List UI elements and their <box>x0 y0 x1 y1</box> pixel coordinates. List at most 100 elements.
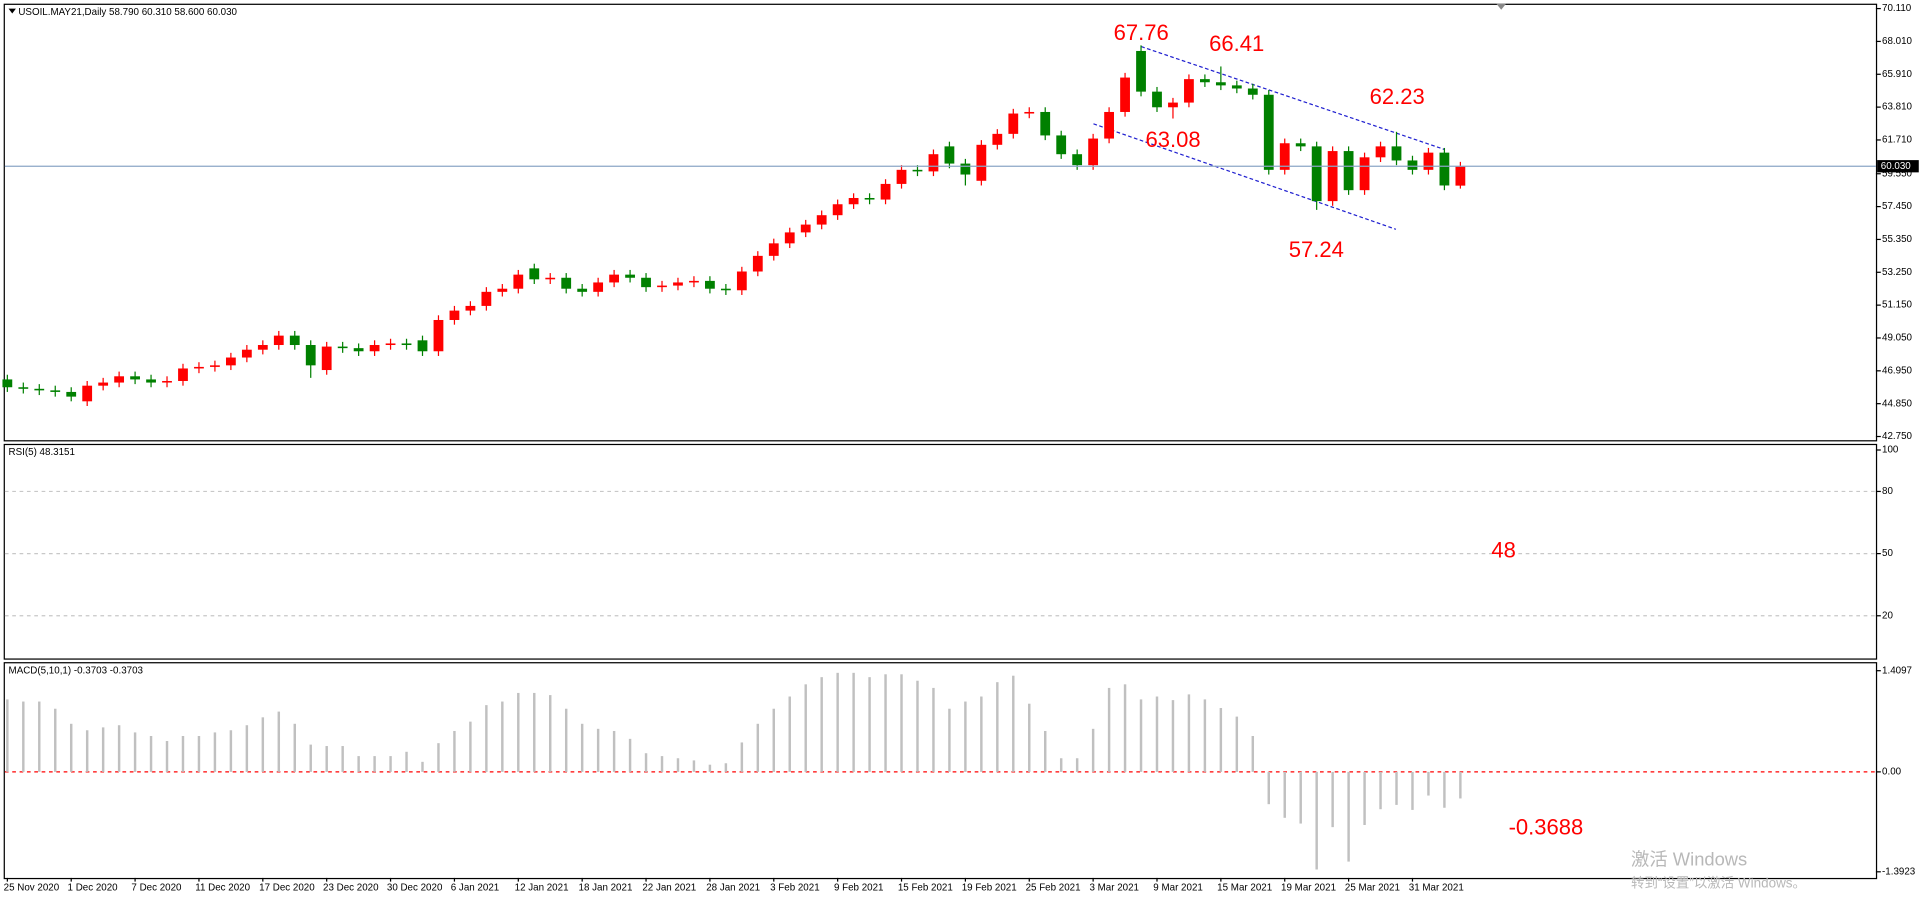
candle-body <box>34 388 45 391</box>
candle-body <box>241 349 252 358</box>
candle-body <box>545 277 556 280</box>
candle-body <box>497 288 508 292</box>
macd-bar <box>517 692 520 772</box>
macd-bar <box>405 751 408 772</box>
y-tick-label: 51.150 <box>1882 300 1912 311</box>
macd-bar <box>980 696 983 772</box>
candle-body <box>98 382 109 386</box>
macd-title: MACD(5,10,1) -0.3703 -0.3703 <box>9 665 144 676</box>
y-tick-label: 1.4097 <box>1882 665 1912 676</box>
candle-body <box>1120 77 1130 112</box>
macd-bar <box>1267 771 1270 805</box>
y-tick-label: 50 <box>1882 548 1893 559</box>
candle-body <box>609 274 620 283</box>
y-tick-label: 53.250 <box>1882 267 1912 278</box>
macd-bar <box>261 717 265 772</box>
x-tick-label: 9 Mar 2021 <box>1153 882 1203 893</box>
candle-body <box>1088 138 1099 166</box>
macd-bar <box>1347 771 1350 862</box>
macd-bar <box>852 672 855 772</box>
y-tick-label: 42.750 <box>1882 431 1912 442</box>
candle-body <box>1391 146 1402 161</box>
macd-bar <box>1251 735 1255 772</box>
y-tick-label: 46.950 <box>1882 365 1912 376</box>
macd-bar <box>117 725 121 772</box>
channel-upper <box>1141 46 1446 151</box>
macd-bar <box>1155 696 1159 772</box>
macd-bar <box>596 728 600 772</box>
macd-bar <box>740 742 744 772</box>
macd-bar <box>612 730 616 772</box>
macd-bar <box>756 723 760 772</box>
channel-lower <box>1093 123 1397 230</box>
candle-body <box>1168 102 1178 108</box>
candle-body <box>353 348 364 352</box>
macd-bar <box>357 756 360 772</box>
candle-body <box>1359 157 1370 191</box>
candle-body <box>832 204 843 216</box>
macd-bar <box>181 735 185 772</box>
x-tick-label: 22 Jan 2021 <box>642 882 696 893</box>
candle-body <box>433 319 444 352</box>
candle-body <box>1231 85 1242 89</box>
x-tick-label: 11 Dec 2020 <box>195 882 250 893</box>
macd-bar <box>501 701 504 772</box>
candle-body <box>641 277 651 288</box>
macd-bar <box>580 723 584 772</box>
candle-body <box>976 144 987 181</box>
macd-bar <box>1012 675 1015 772</box>
x-tick-label: 1 Dec 2020 <box>68 882 119 893</box>
x-tick-label: 18 Jan 2021 <box>578 882 632 893</box>
candle-body <box>561 277 572 289</box>
candle-body <box>577 288 588 292</box>
macd-bar <box>1028 703 1031 772</box>
y-tick-label: 65.910 <box>1882 69 1912 80</box>
y-tick-label: 59.550 <box>1882 168 1912 179</box>
candle-body <box>1104 111 1114 139</box>
candle-body <box>992 133 1003 145</box>
candle-body <box>162 380 172 383</box>
x-tick-label: 15 Feb 2021 <box>898 882 953 893</box>
candle-body <box>896 169 907 184</box>
macd-bar <box>1379 771 1382 810</box>
candle-body <box>864 197 875 200</box>
candle-body <box>529 268 540 280</box>
macd-bar <box>1059 758 1063 772</box>
macd-bar <box>549 695 552 772</box>
candle-body <box>1439 152 1450 186</box>
y-tick-label: 44.850 <box>1882 398 1912 409</box>
candle-body <box>705 280 715 289</box>
macd-bar <box>1331 771 1334 828</box>
macd-bar <box>341 746 344 772</box>
macd-bar <box>277 711 281 772</box>
candle-body <box>385 343 396 346</box>
candle-body <box>768 243 779 256</box>
macd-bar <box>38 701 41 772</box>
y-tick-label: 68.010 <box>1882 36 1912 47</box>
candle-body <box>449 310 460 320</box>
x-tick-label: 25 Nov 2020 <box>4 882 60 893</box>
candle-body <box>1311 146 1322 202</box>
macd-bar <box>1044 730 1047 772</box>
macd-bar <box>1235 716 1239 772</box>
candle-body <box>1072 154 1083 166</box>
macd-bar <box>1315 771 1318 870</box>
candle-body <box>194 366 204 369</box>
macd-bar <box>1107 687 1111 772</box>
macd-bar <box>772 708 776 772</box>
macd-bar <box>245 725 249 772</box>
macd-bar <box>916 680 919 772</box>
candle-body <box>880 183 891 200</box>
candle-body <box>673 282 683 286</box>
y-tick-label: 61.710 <box>1882 135 1912 146</box>
annotation: 66.41 <box>1209 31 1264 56</box>
x-tick-label: 19 Feb 2021 <box>962 882 1017 893</box>
annotation: 67.76 <box>1114 20 1169 45</box>
candle-body <box>1423 152 1434 170</box>
rsi-title: RSI(5) 48.3151 <box>9 447 75 458</box>
y-tick-label: -1.3923 <box>1882 866 1916 877</box>
macd-bar <box>692 760 696 772</box>
annotation: 48 <box>1491 538 1516 563</box>
